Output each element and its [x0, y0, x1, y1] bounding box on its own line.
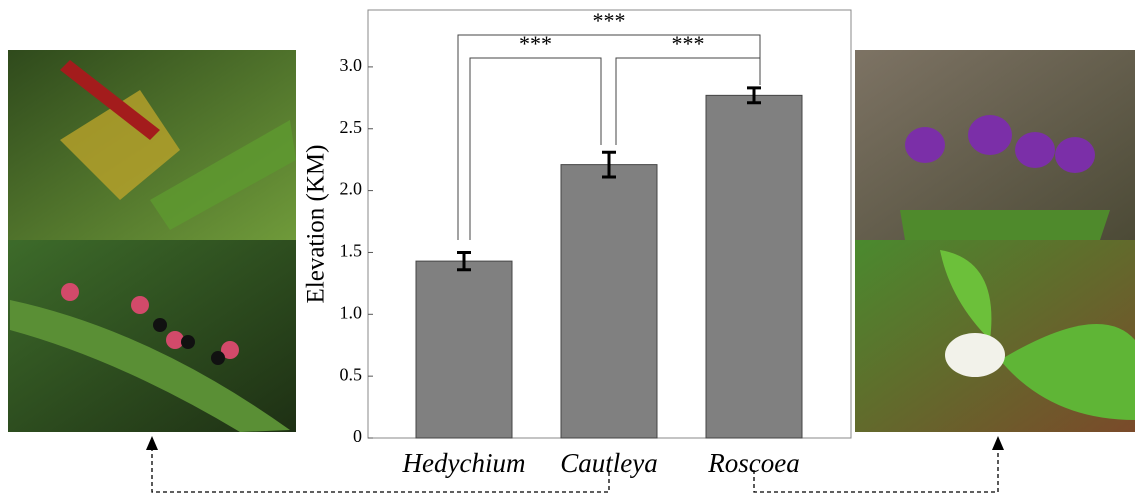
y-tick-label: 2.5	[340, 117, 363, 137]
error-bar	[602, 150, 616, 179]
significance-label: ***	[672, 31, 705, 56]
y-tick-label: 0	[353, 426, 362, 446]
bar	[415, 260, 513, 439]
y-tick-label: 2.0	[340, 179, 363, 199]
significance-bracket	[469, 57, 602, 240]
significance-label: ***	[593, 8, 626, 33]
y-tick-label: 0.5	[340, 364, 363, 384]
y-tick-label: 1.0	[340, 302, 363, 322]
photo-right	[855, 50, 1135, 432]
y-tick-label: 3.0	[340, 55, 363, 75]
connector-arrows	[151, 447, 999, 493]
bar	[705, 94, 803, 439]
x-tick-label: Roscoea	[707, 448, 799, 478]
x-tick-label: Cautleya	[560, 448, 657, 478]
x-tick-label: Hedychium	[402, 448, 526, 478]
error-bar	[457, 250, 471, 272]
photo-left	[8, 50, 296, 432]
error-bar	[747, 86, 761, 105]
y-axis-label: Elevation (KM)	[303, 145, 330, 304]
bar	[560, 164, 658, 439]
y-tick-label: 1.5	[340, 241, 363, 261]
significance-label: ***	[519, 31, 552, 56]
significance-bracket	[615, 57, 761, 145]
